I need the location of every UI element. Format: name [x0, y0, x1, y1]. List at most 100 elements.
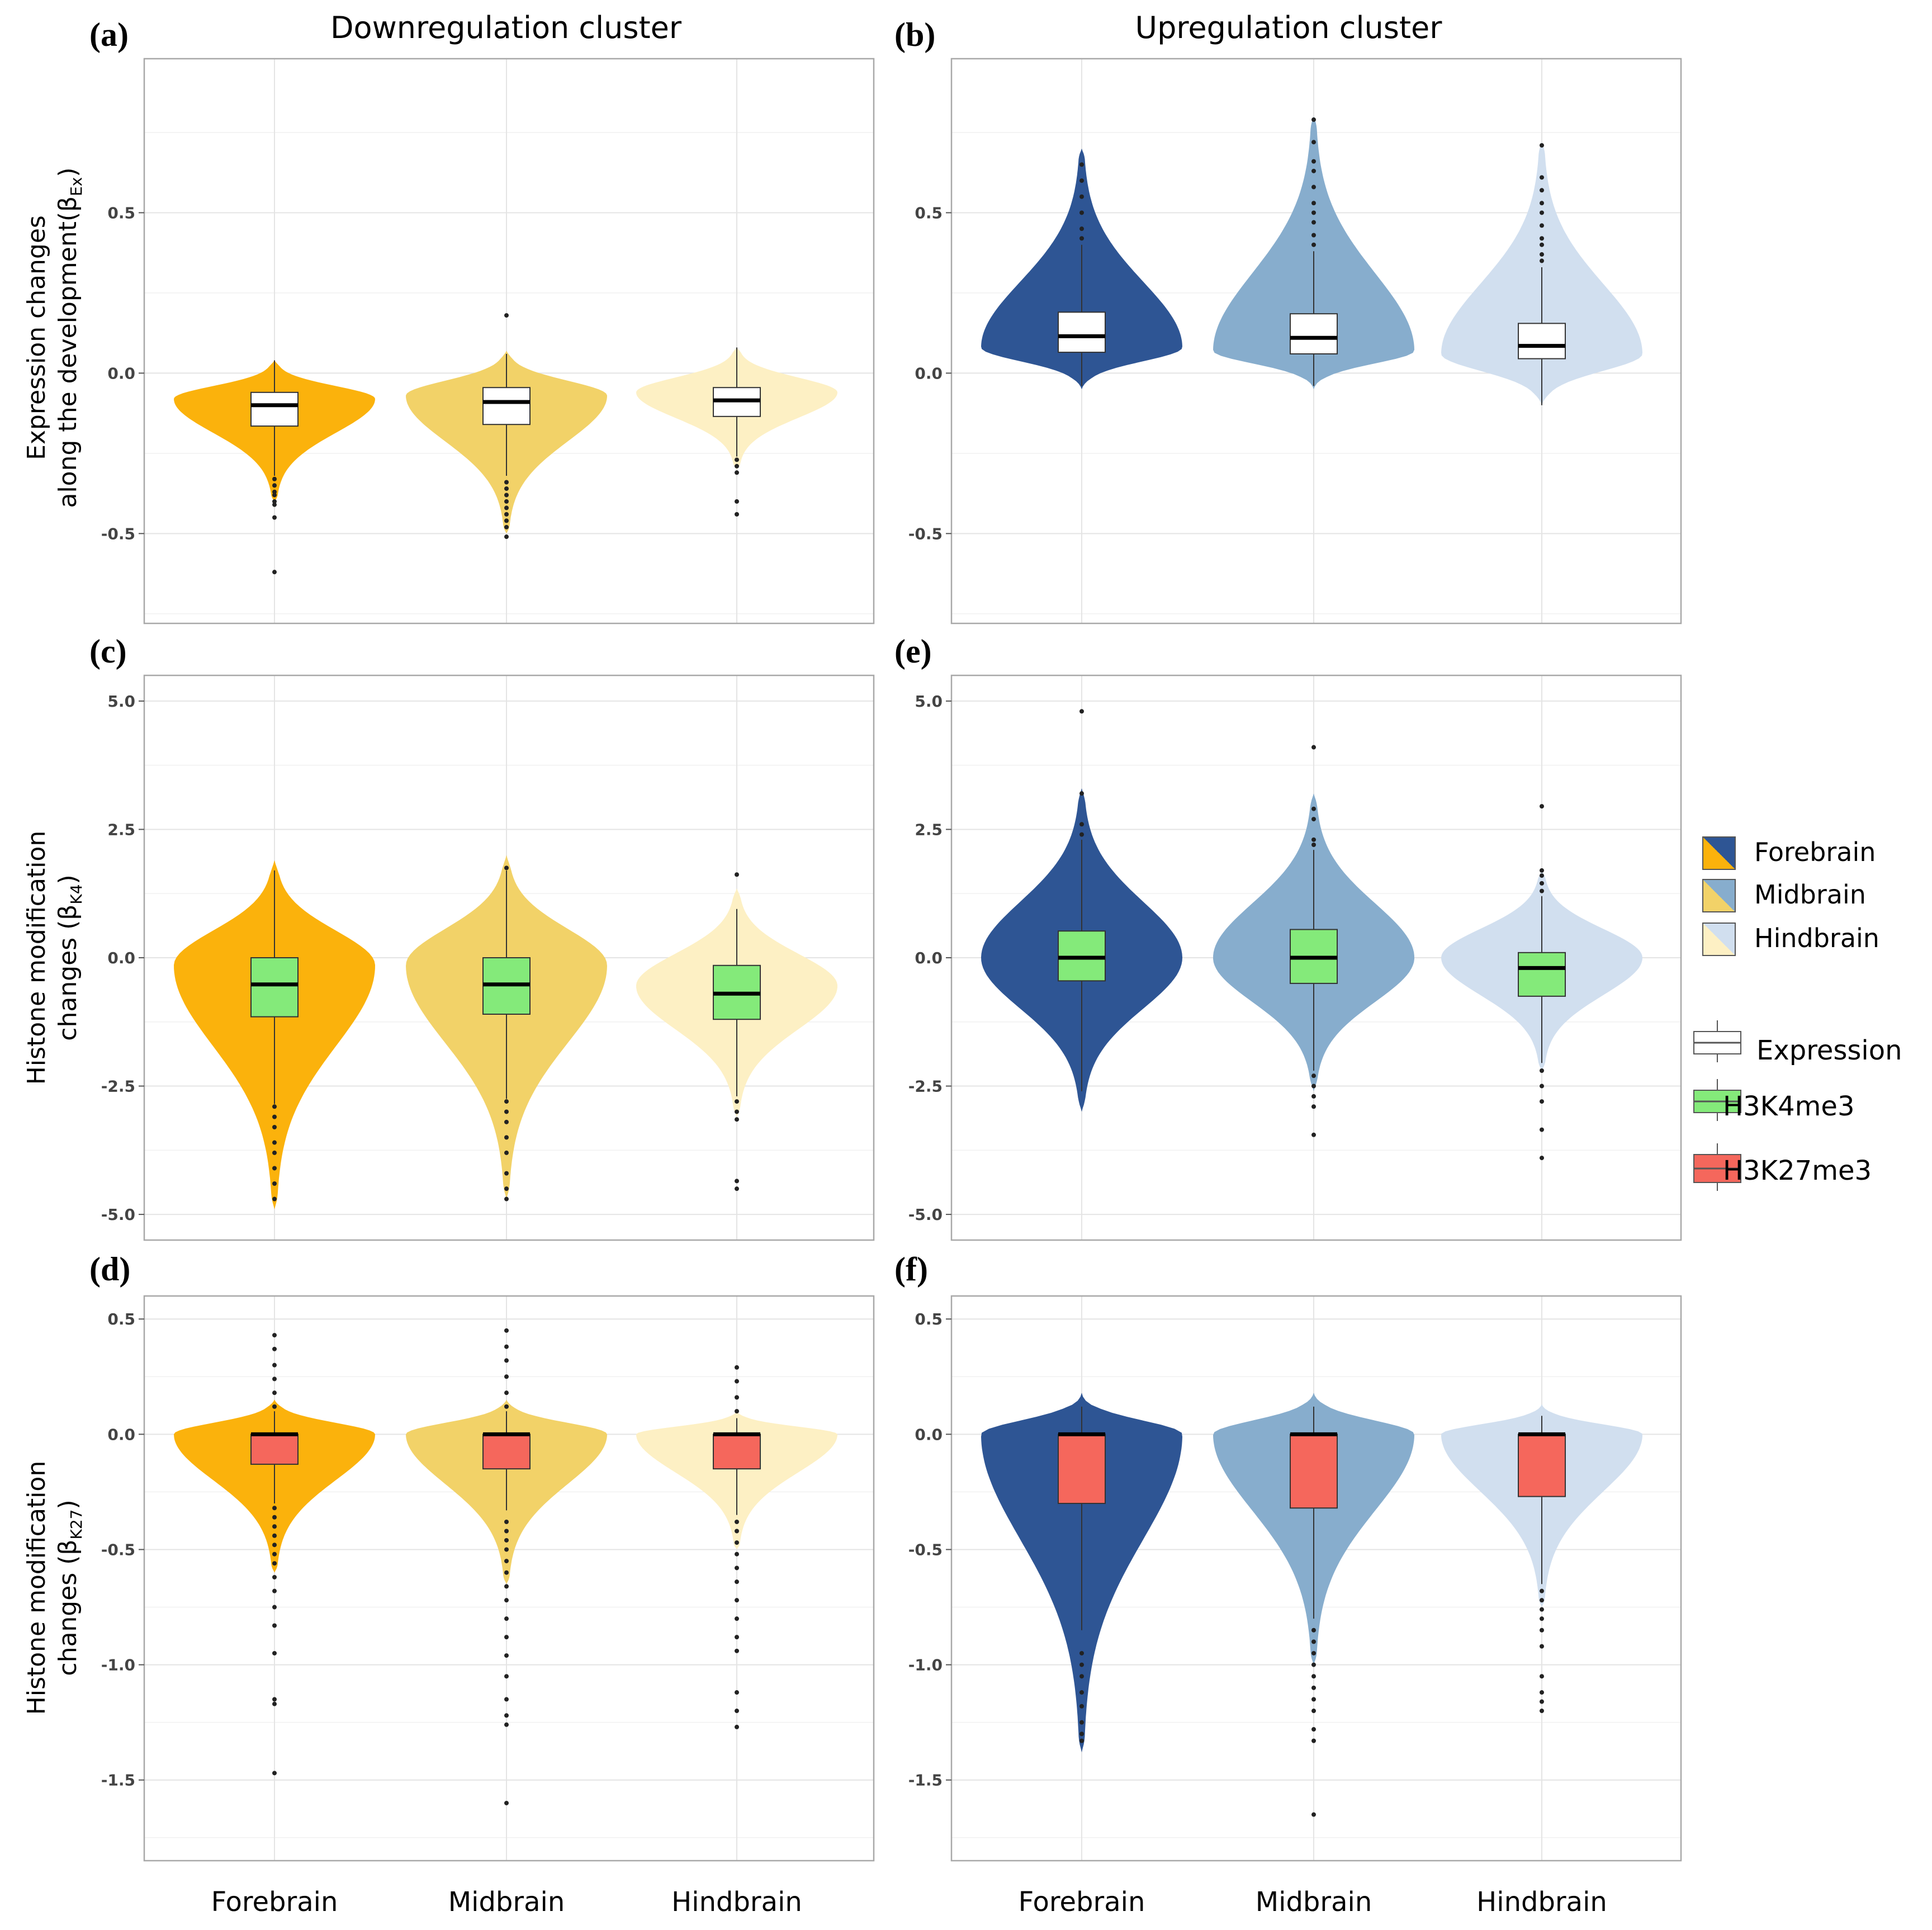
- box-iqr: [250, 957, 299, 1018]
- outlier-point: [1311, 1662, 1316, 1667]
- box-iqr: [1518, 1434, 1566, 1497]
- outlier-point: [735, 1395, 739, 1400]
- outlier-point: [1079, 1690, 1084, 1695]
- outlier-point: [504, 1800, 509, 1805]
- outlier-point: [735, 1598, 739, 1603]
- outlier-point: [504, 524, 509, 529]
- box-iqr: [482, 1434, 531, 1470]
- ytick-label: -5.0: [101, 1205, 135, 1224]
- outlier-point: [504, 1570, 509, 1575]
- outlier-point: [272, 1346, 277, 1351]
- panel-label-c: (c): [89, 633, 127, 670]
- outlier-point: [735, 1365, 739, 1370]
- outlier-point: [272, 1551, 277, 1557]
- col-title-up: Upregulation cluster: [1135, 10, 1443, 45]
- outlier-point: [735, 1540, 739, 1545]
- violin-midbrain: [1213, 1393, 1414, 1817]
- outlier-point: [1311, 1674, 1316, 1679]
- outlier-point: [504, 1150, 509, 1155]
- outlier-point: [735, 457, 739, 462]
- box-iqr: [250, 1434, 299, 1465]
- outlier-point: [1540, 1607, 1544, 1612]
- outlier-point: [1079, 1674, 1084, 1679]
- outlier-point: [272, 1333, 277, 1338]
- outlier-point: [1311, 1639, 1316, 1644]
- outlier-point: [504, 1635, 509, 1640]
- outlier-point: [504, 865, 509, 871]
- outlier-point: [272, 1140, 277, 1145]
- outlier-point: [735, 1179, 739, 1184]
- violin-forebrain: [981, 1393, 1182, 1753]
- outlier-point: [735, 872, 739, 877]
- outlier-point: [272, 515, 277, 520]
- violin-forebrain: [981, 148, 1182, 390]
- xlabel-hindbrain-left: Hindbrain: [671, 1886, 802, 1918]
- ytick-label: 0.5: [107, 1310, 135, 1328]
- outlier-point: [272, 499, 277, 504]
- outlier-point: [504, 1520, 509, 1524]
- violin-midbrain: [1213, 116, 1414, 390]
- ylabel-expression-line1: Expression changes: [22, 215, 51, 460]
- outlier-point: [504, 1196, 509, 1201]
- outlier-point: [1311, 1738, 1316, 1743]
- outlier-point: [735, 1117, 739, 1122]
- ytick-label: 5.0: [915, 692, 943, 711]
- panel-frame: [143, 58, 875, 625]
- outlier-point: [504, 486, 509, 491]
- outlier-point: [504, 518, 509, 523]
- ytick-label: 0.5: [107, 204, 135, 222]
- outlier-point: [1311, 159, 1316, 164]
- outlier-point: [1540, 1628, 1544, 1633]
- outlier-point: [735, 470, 739, 475]
- outlier-point: [1079, 1738, 1084, 1743]
- outlier-point: [735, 1579, 739, 1584]
- outlier-point: [1311, 1132, 1316, 1137]
- outlier-point: [1540, 252, 1544, 257]
- outlier-point: [504, 1653, 509, 1658]
- outlier-point: [1311, 185, 1316, 190]
- ytick-label: 0.0: [915, 949, 943, 967]
- outlier-point: [504, 1404, 509, 1409]
- outlier-point: [272, 1150, 277, 1155]
- outlier-point: [1540, 1084, 1544, 1089]
- outlier-point: [1540, 1674, 1544, 1679]
- outlier-point: [272, 1605, 277, 1610]
- outlier-point: [504, 1529, 509, 1534]
- outlier-point: [735, 1724, 739, 1729]
- outlier-point: [1311, 837, 1316, 842]
- outlier-point: [1079, 709, 1084, 714]
- xlabel-forebrain-left: Forebrain: [211, 1886, 338, 1918]
- ylabel-k4-line1: Histone modification: [22, 831, 51, 1085]
- outlier-point: [504, 1135, 509, 1140]
- box-iqr: [1518, 323, 1566, 359]
- legend-swatch-midbrain: [1702, 879, 1736, 912]
- outlier-point: [1540, 188, 1544, 193]
- outlier-point: [272, 1650, 277, 1655]
- outlier-point: [504, 1598, 509, 1603]
- outlier-point: [504, 1713, 509, 1718]
- outlier-point: [1311, 1084, 1316, 1089]
- outlier-point: [504, 505, 509, 510]
- outlier-point: [735, 1109, 739, 1114]
- legend-key-h3k4me3: [1693, 1079, 1741, 1121]
- panel-frame: [950, 1295, 1682, 1862]
- outlier-point: [272, 476, 277, 481]
- outlier-point: [1311, 117, 1316, 122]
- outlier-point: [504, 1538, 509, 1543]
- xlabel-hindbrain-right: Hindbrain: [1476, 1886, 1607, 1918]
- outlier-point: [272, 1543, 277, 1548]
- outlier-point: [1079, 236, 1084, 241]
- legend: Forebrain Midbrain Hindbrain Expression …: [1693, 836, 1902, 1191]
- box-iqr: [482, 387, 531, 425]
- outlier-point: [1540, 873, 1544, 878]
- outlier-point: [272, 1181, 277, 1186]
- outlier-point: [272, 1104, 277, 1109]
- ylabel-expression-line2: along the development(βEx): [54, 167, 86, 508]
- outlier-point: [1079, 822, 1084, 827]
- legend-key-expression: [1693, 1020, 1741, 1062]
- ytick-label: 0.0: [107, 949, 135, 967]
- outlier-point: [1311, 1628, 1316, 1633]
- outlier-point: [1540, 881, 1544, 886]
- outlier-point: [1311, 242, 1316, 247]
